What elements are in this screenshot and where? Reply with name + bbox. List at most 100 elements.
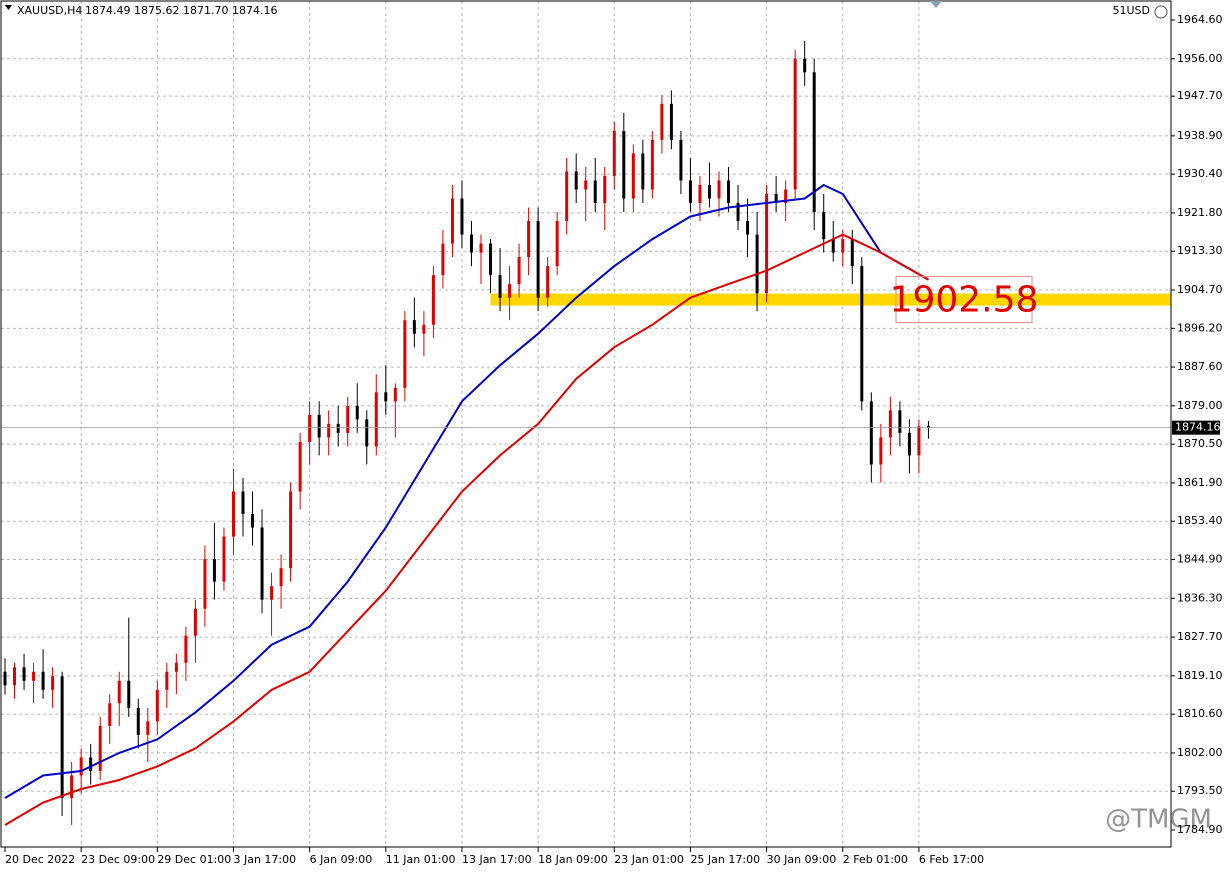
candle-body [184, 635, 188, 663]
candle-body [41, 671, 45, 690]
candle-body [603, 175, 607, 204]
moving-average [4, 183, 929, 799]
candle-body [412, 320, 416, 334]
candle-body [707, 184, 711, 199]
candle-body [584, 180, 588, 190]
x-tick-label: 6 Jan 09:00 [310, 853, 373, 866]
candle-body [736, 203, 740, 222]
y-tick-label: 1802.00 [1177, 746, 1223, 759]
candle-body [308, 414, 312, 442]
candle-body [155, 689, 159, 722]
candle-body [688, 180, 692, 204]
candle-body [698, 184, 702, 204]
menu-arrow[interactable] [5, 5, 12, 10]
y-tick-label: 1827.70 [1177, 630, 1223, 643]
candle-body [907, 432, 911, 456]
candle-body [822, 212, 826, 240]
y-tick-label: 1836.30 [1177, 591, 1223, 604]
candle-body [879, 437, 883, 465]
candle-body [593, 180, 597, 204]
candle-body [917, 426, 921, 456]
candle-body [850, 239, 854, 267]
candle-body [479, 243, 483, 253]
candle-body [51, 676, 55, 690]
candle-body [803, 58, 807, 73]
y-tick-label: 1853.40 [1177, 514, 1223, 527]
y-tick-label: 1784.90 [1177, 823, 1223, 836]
shift-marker [930, 1, 942, 8]
x-tick-label: 30 Jan 09:00 [767, 853, 837, 866]
candle-body [888, 410, 892, 438]
candle-body [574, 171, 578, 190]
candle-body [517, 257, 521, 285]
candle-body [193, 608, 197, 636]
candle-body [746, 221, 750, 235]
candle-body [22, 667, 26, 681]
candle-body [403, 320, 407, 388]
y-tick-label: 1887.60 [1177, 360, 1223, 373]
y-tick-label: 1870.50 [1177, 437, 1223, 450]
candle-body [146, 721, 150, 735]
candle-body [898, 410, 902, 433]
candle-body [622, 130, 626, 199]
candle-body [3, 671, 7, 686]
candle-body [108, 703, 112, 726]
candle-body [222, 536, 226, 582]
candle-body [831, 239, 835, 253]
y-tick-label: 1819.10 [1177, 669, 1223, 682]
candle-body [70, 775, 74, 798]
candle-body [355, 405, 359, 420]
candle-body [60, 676, 64, 798]
y-tick-label: 1861.90 [1177, 476, 1223, 489]
candle-body [317, 414, 321, 438]
candle-body [365, 419, 369, 447]
candle-body [508, 284, 512, 298]
y-tick-label: 1810.60 [1177, 707, 1223, 720]
y-tick-label: 1879.00 [1177, 399, 1223, 412]
x-tick-label: 3 Jan 17:00 [233, 853, 296, 866]
candle-body [289, 491, 293, 569]
candle-body [536, 221, 540, 298]
candle-body [469, 234, 473, 253]
candle-body [546, 266, 550, 298]
candle-body [384, 392, 388, 402]
candle-body [374, 392, 378, 447]
y-tick-label: 1896.20 [1177, 321, 1223, 334]
candle-body [660, 103, 664, 140]
candle-body [231, 491, 235, 537]
x-tick-label: 23 Jan 01:00 [614, 853, 684, 866]
plot: 1902.58 [1, 40, 1171, 826]
candle-body [489, 243, 493, 276]
y-tick-label: 1938.90 [1177, 129, 1223, 142]
candle-body [174, 662, 178, 672]
candle-body [393, 387, 397, 402]
candle-body [346, 405, 350, 433]
watermark: @TMGM [1105, 805, 1212, 835]
x-tick-label: 11 Jan 01:00 [386, 853, 456, 866]
candle-body [450, 198, 454, 244]
candle-body [612, 130, 616, 176]
candle-body [555, 221, 559, 267]
candle-body [441, 243, 445, 276]
x-tick-label: 25 Jan 17:00 [690, 853, 760, 866]
current-price-box [1172, 420, 1220, 435]
candle-body [89, 757, 93, 771]
level-label-box [895, 276, 1033, 324]
candle-body [127, 680, 131, 708]
candle-body [327, 423, 331, 438]
candle-body [165, 671, 169, 690]
candle-body [460, 198, 464, 235]
candle-body [498, 275, 502, 298]
x-tick-label: 23 Dec 09:00 [81, 853, 155, 866]
y-tick-label: 1913.30 [1177, 244, 1223, 257]
icon[interactable] [1154, 5, 1168, 19]
y-tick-label: 1904.70 [1177, 283, 1223, 296]
candle-body [422, 324, 426, 334]
y-tick-label: 1844.90 [1177, 553, 1223, 566]
x-tick-label: 29 Dec 01:00 [157, 853, 231, 866]
candle-body [650, 139, 654, 190]
x-tick-label: 13 Jan 17:00 [462, 853, 532, 866]
candle-body [336, 423, 340, 433]
